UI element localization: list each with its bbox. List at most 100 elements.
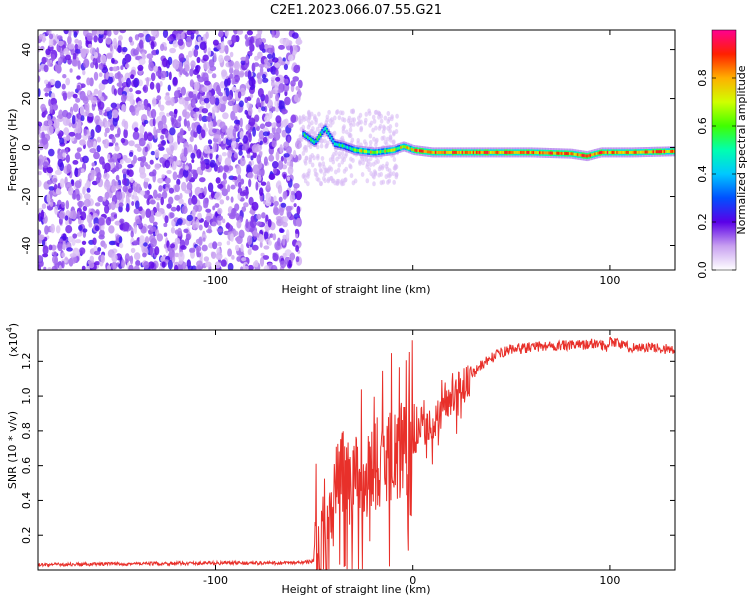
noise-speck <box>174 264 179 270</box>
noise-speck <box>184 238 190 246</box>
noise-speck <box>257 88 264 98</box>
ridge-core <box>319 132 322 136</box>
noise-speck <box>296 36 302 46</box>
noise-speck <box>38 179 42 188</box>
noise-speck <box>43 110 48 115</box>
noise-speck <box>179 192 183 200</box>
noise-speck <box>293 183 300 189</box>
colorbar-tick-label: 0.6 <box>696 117 709 135</box>
ridge-core <box>475 150 478 154</box>
noise-speck <box>77 60 81 70</box>
noise-speck <box>238 72 245 78</box>
noise-speck <box>305 172 310 178</box>
noise-speck <box>395 113 399 119</box>
noise-speck <box>293 203 297 208</box>
noise-speck <box>76 84 81 91</box>
ridge-core <box>485 150 488 154</box>
noise-speck <box>93 88 99 95</box>
noise-speck <box>174 237 181 245</box>
noise-speck <box>377 172 381 178</box>
noise-speck <box>292 76 300 82</box>
noise-speck <box>61 260 65 269</box>
ridge-core <box>633 150 636 154</box>
noise-speck <box>353 178 358 184</box>
noise-speck <box>369 156 373 162</box>
ridge-core <box>311 139 314 143</box>
noise-speck <box>46 166 54 174</box>
ridge-core <box>409 147 412 151</box>
noise-speck <box>174 90 180 99</box>
noise-speck <box>161 174 166 179</box>
noise-speck <box>259 123 266 130</box>
noise-speck <box>111 185 117 193</box>
noise-speck <box>66 112 72 119</box>
noise-speck <box>138 58 146 65</box>
ridge-core <box>431 150 434 154</box>
noise-speck <box>174 184 180 193</box>
noise-speck <box>68 30 72 38</box>
noise-speck <box>160 70 168 79</box>
ridge-core <box>576 153 579 157</box>
noise-speck <box>122 57 126 67</box>
noise-speck <box>387 116 392 122</box>
ridge-core <box>349 147 352 150</box>
ridge-core <box>586 154 589 158</box>
noise-speck <box>168 249 176 258</box>
noise-speck <box>221 127 226 133</box>
ridge-core <box>379 150 382 154</box>
noise-speck <box>135 260 141 267</box>
noise-speck <box>385 161 389 167</box>
ridge-core <box>357 149 360 152</box>
noise-speck <box>156 233 163 242</box>
ridge-core <box>644 150 647 154</box>
ridge-core <box>614 150 617 154</box>
noise-speck <box>231 34 237 44</box>
noise-speck <box>377 166 382 172</box>
ridge-core <box>665 150 668 153</box>
noise-speck <box>93 35 98 43</box>
ridge-core <box>455 150 458 154</box>
ridge-core <box>490 150 493 154</box>
noise-speck <box>374 159 378 165</box>
noise-speck <box>108 225 115 234</box>
x-tick-label: -100 <box>203 574 228 587</box>
noise-speck <box>119 159 124 165</box>
ridge-core <box>422 149 425 153</box>
noise-speck <box>109 124 115 131</box>
noise-speck <box>275 115 282 124</box>
noise-speck <box>165 147 171 153</box>
noise-speck <box>207 139 213 145</box>
ridge-core <box>516 150 519 154</box>
noise-speck <box>65 154 70 163</box>
noise-speck <box>84 102 90 111</box>
chart-title: C2E1.2023.066.07.55.G21 <box>270 3 442 18</box>
noise-speck <box>207 182 214 193</box>
noise-speck <box>213 142 217 153</box>
noise-speck <box>121 77 125 83</box>
noise-speck <box>163 232 168 237</box>
noise-speck <box>326 178 331 184</box>
ridge-core <box>486 150 490 154</box>
ridge-core <box>613 150 616 154</box>
noise-speck <box>143 177 150 183</box>
noise-speck <box>215 177 221 184</box>
noise-speck <box>286 209 291 218</box>
noise-speck <box>196 149 202 159</box>
noise-speck <box>193 130 198 138</box>
noise-speck <box>142 84 149 94</box>
noise-speck <box>286 176 291 182</box>
noise-speck <box>44 79 49 85</box>
noise-speck <box>291 32 299 39</box>
noise-speck <box>293 149 297 159</box>
noise-speck <box>253 230 258 237</box>
noise-speck <box>42 161 49 169</box>
noise-speck <box>199 177 206 183</box>
noise-speck <box>287 135 291 144</box>
noise-speck <box>157 177 164 184</box>
ridge-core <box>671 149 674 153</box>
noise-speck <box>306 110 311 116</box>
noise-speck <box>167 36 174 42</box>
noise-speck <box>169 154 174 164</box>
noise-speck <box>214 191 222 201</box>
